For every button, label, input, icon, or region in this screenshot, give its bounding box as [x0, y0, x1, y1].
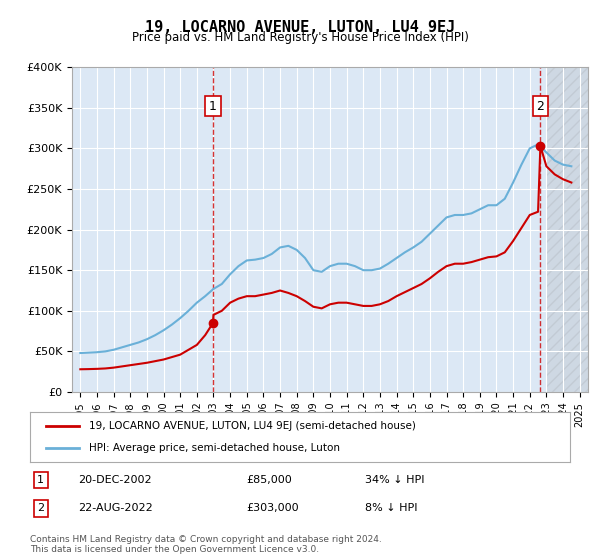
Text: Contains HM Land Registry data © Crown copyright and database right 2024.
This d: Contains HM Land Registry data © Crown c… [30, 535, 382, 554]
Text: 20-DEC-2002: 20-DEC-2002 [79, 475, 152, 485]
Text: 8% ↓ HPI: 8% ↓ HPI [365, 503, 418, 514]
Text: 2: 2 [37, 503, 44, 514]
Text: £303,000: £303,000 [246, 503, 299, 514]
Text: 22-AUG-2022: 22-AUG-2022 [79, 503, 154, 514]
Text: HPI: Average price, semi-detached house, Luton: HPI: Average price, semi-detached house,… [89, 443, 340, 453]
Text: 2: 2 [536, 100, 544, 113]
Text: 19, LOCARNO AVENUE, LUTON, LU4 9EJ: 19, LOCARNO AVENUE, LUTON, LU4 9EJ [145, 20, 455, 35]
Text: 1: 1 [37, 475, 44, 485]
Text: £85,000: £85,000 [246, 475, 292, 485]
Text: 34% ↓ HPI: 34% ↓ HPI [365, 475, 424, 485]
Text: 1: 1 [209, 100, 217, 113]
Text: Price paid vs. HM Land Registry's House Price Index (HPI): Price paid vs. HM Land Registry's House … [131, 31, 469, 44]
Bar [547, 67, 588, 392]
Text: 19, LOCARNO AVENUE, LUTON, LU4 9EJ (semi-detached house): 19, LOCARNO AVENUE, LUTON, LU4 9EJ (semi… [89, 421, 416, 431]
